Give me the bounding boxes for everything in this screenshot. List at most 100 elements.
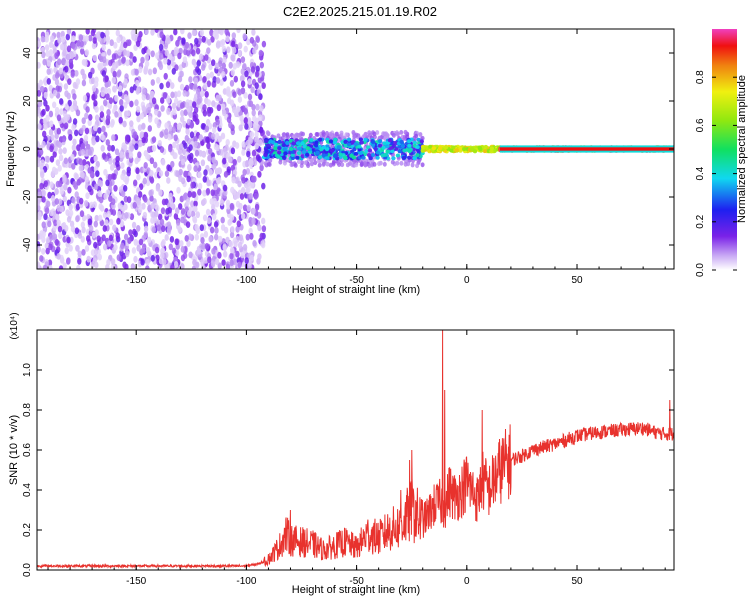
spectrogram-cell	[169, 236, 175, 243]
spectrogram-cell	[74, 70, 79, 77]
spectrogram-cell	[399, 160, 404, 166]
spectrogram-cell	[150, 50, 155, 58]
spectrogram-cell	[62, 147, 67, 155]
spectrogram-cell	[124, 212, 129, 219]
spectrogram-cell	[207, 154, 212, 162]
spectrogram-cell	[129, 145, 135, 152]
spectrogram-cell	[188, 82, 194, 90]
spectrogram-cell	[63, 183, 68, 191]
spectrogram-cell	[75, 215, 80, 223]
colorbar-tick-label: 0.4	[695, 166, 706, 180]
spectrogram-cell	[171, 102, 177, 110]
y-tick-label: 0.0	[22, 563, 33, 577]
spectrogram-cell	[175, 170, 180, 178]
spectrogram-cell	[150, 79, 155, 86]
spectrogram-cell	[431, 146, 437, 151]
spectrogram-cell	[59, 188, 64, 195]
spectrogram-cell	[116, 36, 121, 44]
spectrogram-cell	[44, 31, 50, 39]
spectrogram-cell	[141, 94, 146, 101]
spectrogram-cell	[90, 261, 96, 268]
spectrogram-cell	[221, 103, 226, 111]
spectrogram-cell	[222, 157, 227, 165]
spectrogram-cell	[192, 215, 197, 223]
spectrogram-cell	[63, 83, 69, 90]
spectrogram-cell	[291, 141, 296, 146]
spectrogram-cell	[264, 149, 269, 154]
spectrogram-cell	[206, 47, 211, 54]
spectrogram-cell	[143, 66, 148, 74]
spectrogram-cell	[112, 173, 117, 181]
snr-multiplier: (x10⁴)	[9, 312, 20, 339]
spectrogram-cell	[111, 134, 116, 142]
spectrogram-cell	[113, 244, 118, 251]
spectrogram-cell	[179, 143, 184, 151]
spectrogram-cell	[180, 208, 186, 215]
spectrogram-cell	[58, 67, 63, 75]
spectrogram-cell	[99, 105, 105, 112]
spectrogram-cell	[123, 185, 128, 192]
spectrogram-cell	[117, 202, 123, 210]
spectrogram-cell	[188, 156, 194, 164]
spectrogram-cell	[197, 171, 202, 179]
spectrogram-cell	[193, 140, 198, 148]
spectrogram-cell	[176, 123, 182, 130]
spectrogram-cell	[151, 144, 157, 152]
spectrogram-cell	[397, 149, 402, 154]
spectrogram-cell	[237, 261, 242, 269]
spectrogram-cell	[126, 166, 131, 174]
spectrogram-cell	[84, 200, 89, 207]
x-tick-label: -100	[236, 576, 256, 587]
spectrogram-cell	[57, 37, 62, 44]
spectrogram-cell	[217, 94, 222, 102]
spectrogram-cell	[188, 144, 193, 152]
spectrogram-cell	[205, 136, 210, 144]
spectrogram-cell	[50, 170, 56, 178]
spectrogram-cell	[155, 52, 160, 60]
spectrogram-cell	[212, 162, 217, 170]
spectrogram-cell	[143, 196, 148, 203]
spectrogram-cell	[67, 161, 73, 169]
spectrogram-cell	[108, 218, 114, 226]
spectrogram-cell	[222, 109, 227, 117]
spectrogram-cell	[158, 63, 164, 71]
spectrogram-cell	[189, 121, 195, 129]
spectrogram-cell	[259, 164, 264, 172]
spectrogram-cell	[215, 118, 220, 126]
spectrogram-cell	[123, 102, 128, 109]
spectrogram-cell	[237, 241, 243, 249]
spectrogram-cell	[111, 53, 117, 61]
spectrogram-cell	[212, 126, 217, 134]
spectrogram-cell	[83, 134, 89, 142]
spectrogram-cell	[133, 255, 138, 263]
spectrogram-cell	[159, 146, 165, 154]
spectrogram-cell	[206, 142, 211, 150]
snr-frame	[36, 329, 675, 571]
spectrogram-cell	[107, 144, 112, 152]
spectrogram-cell	[231, 40, 236, 48]
spectrogram-cell	[342, 155, 348, 160]
spectrogram-cell	[48, 110, 54, 118]
spectrogram-cell	[259, 105, 264, 112]
spectrogram-cell	[55, 72, 60, 79]
spectrogram-cell	[70, 153, 75, 161]
spectrogram-cell	[168, 243, 173, 251]
spectrogram-cell	[237, 42, 243, 50]
spectrogram-cell	[103, 168, 108, 176]
spectrogram-cell	[164, 234, 169, 241]
spectrogram-cell	[56, 127, 61, 135]
spectrogram-cell	[65, 114, 70, 121]
spectrogram-cell	[359, 140, 364, 145]
spectrogram-cell	[200, 90, 205, 97]
spectrogram-cell	[99, 205, 105, 212]
spectrogram-cell	[196, 98, 201, 105]
spectrogram-cell	[375, 155, 380, 160]
spectrogram-cell	[138, 191, 143, 198]
spectrogram-cell	[56, 204, 61, 212]
spectrogram-cell	[282, 156, 287, 160]
spectrogram-cell	[208, 168, 213, 176]
spectrogram-cell	[245, 233, 250, 241]
spectrogram-cell	[173, 134, 178, 142]
spectrogram-cell	[218, 235, 223, 243]
spectrogram-cell	[181, 37, 186, 45]
